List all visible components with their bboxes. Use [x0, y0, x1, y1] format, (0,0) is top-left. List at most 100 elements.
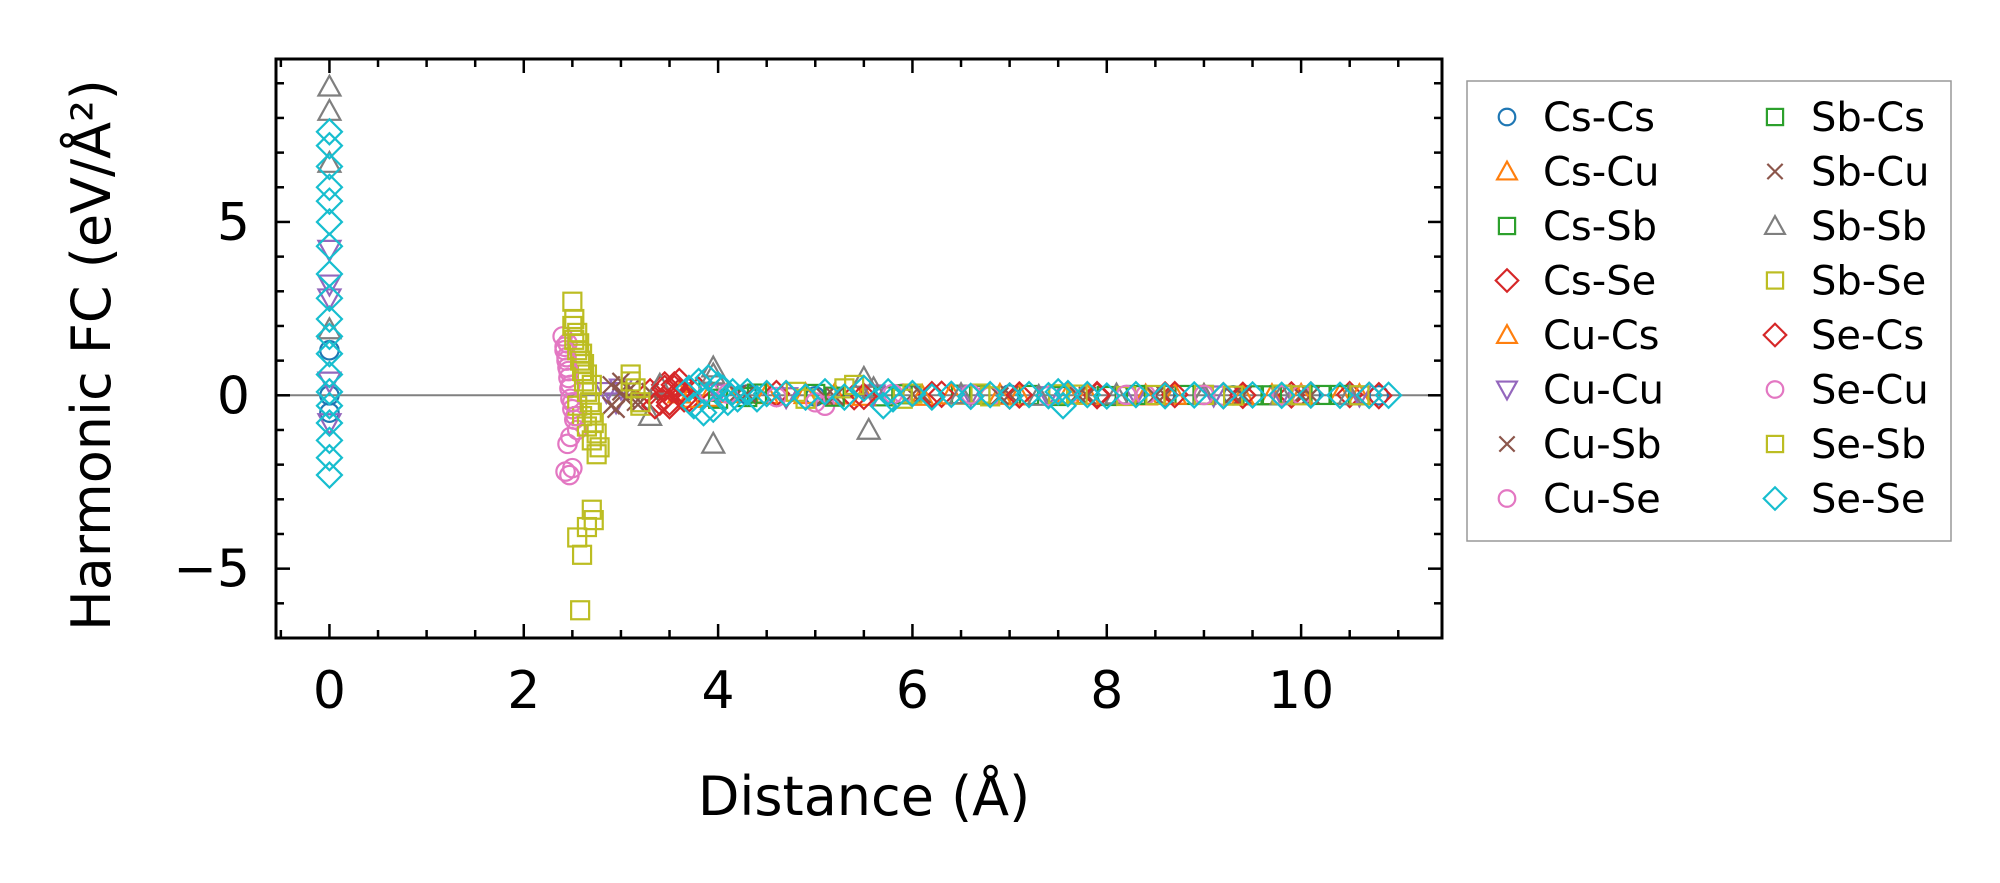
- data-point: [315, 232, 344, 261]
- plot-area: [276, 73, 1442, 621]
- data-point: [620, 371, 641, 392]
- data-point: [315, 284, 344, 313]
- data-point: [562, 315, 583, 337]
- data-point: [772, 379, 801, 408]
- data-point: [1145, 384, 1166, 406]
- data-point: [689, 398, 718, 427]
- data-point: [674, 374, 704, 403]
- legend-item: Cu-Cu: [1495, 368, 1664, 414]
- data-point: [315, 443, 344, 472]
- data-point: [315, 322, 344, 351]
- data-point: [316, 288, 343, 312]
- data-point: [830, 382, 859, 412]
- legend-label: Se-Se: [1811, 477, 1925, 523]
- data-point: [718, 377, 747, 406]
- legend-item: Sb-Cs: [1765, 95, 1925, 141]
- legend-marker: [1498, 435, 1516, 453]
- data-point: [601, 396, 621, 415]
- data-point: [316, 413, 343, 437]
- data-point: [315, 360, 344, 389]
- data-point: [1349, 385, 1370, 406]
- data-point: [1374, 381, 1403, 410]
- data-point: [665, 377, 694, 406]
- data-point: [315, 117, 344, 146]
- data-point: [316, 73, 343, 97]
- y-tick-label: 0: [217, 366, 250, 426]
- legend-item: Cu-Sb: [1498, 422, 1662, 468]
- data-point: [570, 600, 591, 621]
- data-point: [655, 388, 684, 417]
- x-tick-label: 8: [1090, 661, 1123, 721]
- data-point: [570, 350, 591, 371]
- data-point: [752, 379, 781, 408]
- data-point: [1355, 381, 1384, 410]
- data-point: [573, 371, 595, 392]
- data-point: [898, 379, 927, 408]
- data-point: [315, 304, 344, 334]
- legend-label: Sb-Se: [1811, 259, 1926, 305]
- legend-item: Se-Se: [1762, 477, 1925, 523]
- data-point: [586, 423, 607, 444]
- x-tick-label: 6: [896, 661, 929, 721]
- data-point: [630, 392, 651, 413]
- data-point: [684, 367, 713, 396]
- legend-marker: [1497, 216, 1517, 236]
- legend-item: Cu-Se: [1497, 477, 1661, 523]
- legend-label: Cs-Cu: [1543, 150, 1659, 196]
- data-point: [927, 380, 956, 409]
- y-axis-label: Harmonic FC (eV/Å²): [59, 79, 123, 631]
- data-point: [316, 316, 343, 340]
- legend-item: Sb-Se: [1765, 259, 1926, 305]
- data-point: [700, 354, 727, 378]
- data-point: [849, 374, 878, 403]
- data-point: [589, 437, 610, 458]
- data-point: [855, 416, 882, 440]
- data-point: [315, 408, 344, 438]
- data-point: [917, 380, 946, 409]
- data-point: [1209, 381, 1238, 410]
- data-point: [1160, 380, 1189, 409]
- data-point: [700, 430, 727, 454]
- data-point: [1364, 381, 1393, 410]
- legend-item: Sb-Cu: [1766, 150, 1930, 196]
- legend-label: Cu-Sb: [1543, 422, 1662, 468]
- legend-label: Se-Cs: [1811, 313, 1924, 359]
- legend-item: Cs-Cs: [1497, 95, 1655, 141]
- data-point: [564, 329, 585, 350]
- legend-marker: [1495, 322, 1519, 345]
- legend-label: Cu-Cu: [1543, 368, 1664, 414]
- legend-marker: [1497, 489, 1517, 508]
- data-point: [316, 274, 343, 298]
- data-point: [1073, 380, 1102, 409]
- x-tick-label: 0: [313, 661, 346, 721]
- data-point: [640, 391, 670, 420]
- legend-marker: [1762, 322, 1788, 348]
- legend-item: Cu-Cs: [1495, 313, 1659, 359]
- series-Se-Cu: [554, 339, 1292, 486]
- data-point: [795, 388, 816, 409]
- legend-label: Sb-Sb: [1811, 204, 1927, 250]
- series-Se-Se: [315, 117, 1403, 490]
- data-point: [579, 392, 600, 413]
- data-point: [948, 381, 974, 405]
- x-tick-label: 2: [507, 661, 540, 721]
- data-point: [571, 360, 593, 382]
- axes: 0 2 4 6 8 10 −5 0 5: [173, 57, 1444, 721]
- data-point: [559, 464, 580, 486]
- data-point: [316, 239, 343, 263]
- data-point: [581, 499, 602, 520]
- legend-item: Cs-Cu: [1495, 150, 1659, 196]
- legend-item: Se-Cu: [1765, 368, 1929, 414]
- data-point: [583, 412, 604, 434]
- legend-frame: [1466, 80, 1952, 542]
- data-point: [646, 371, 673, 395]
- legend-marker: [1495, 380, 1519, 402]
- data-point: [315, 173, 344, 202]
- legend-marker: [1765, 434, 1785, 454]
- data-point: [315, 187, 344, 216]
- data-point: [567, 340, 588, 361]
- legend-marker: [1495, 159, 1519, 181]
- y-tick-label: −5: [173, 540, 250, 600]
- data-point: [1006, 382, 1033, 406]
